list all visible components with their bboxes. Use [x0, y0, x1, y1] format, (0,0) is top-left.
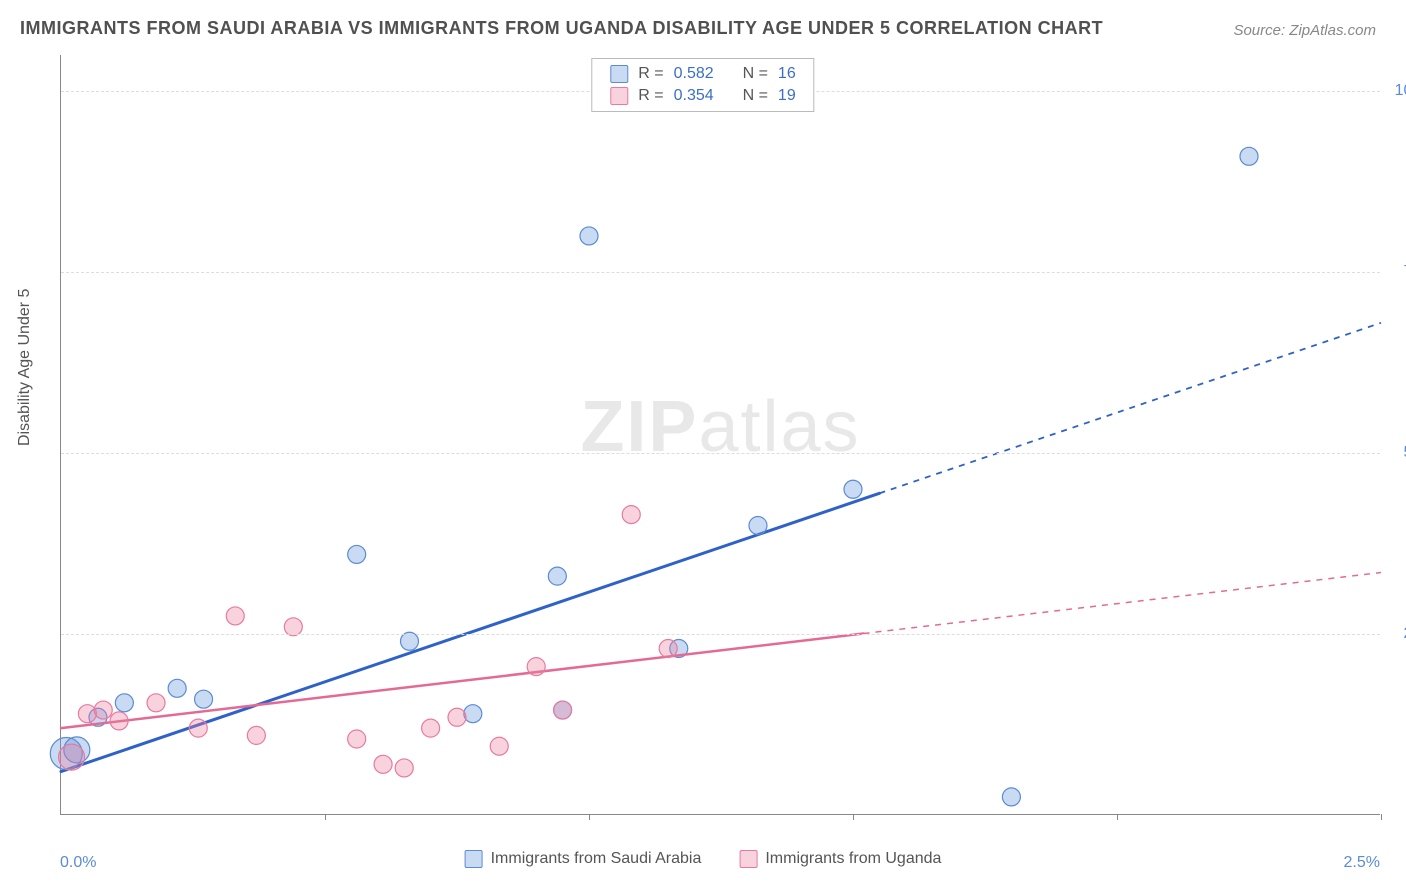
y-tick-label: 10.0% [1395, 82, 1406, 100]
data-point [348, 545, 366, 563]
data-point [422, 719, 440, 737]
data-point [168, 679, 186, 697]
data-point [464, 705, 482, 723]
swatch-blue-icon [610, 65, 628, 83]
data-point [749, 516, 767, 534]
chart-title: IMMIGRANTS FROM SAUDI ARABIA VS IMMIGRAN… [20, 18, 1103, 39]
stats-legend: R = 0.582 N = 16 R = 0.354 N = 19 [591, 58, 814, 112]
data-point [554, 701, 572, 719]
data-point [659, 640, 677, 658]
swatch-pink-icon [610, 87, 628, 105]
data-point [1240, 147, 1258, 165]
legend-item-saudi: Immigrants from Saudi Arabia [465, 850, 702, 868]
data-point [94, 701, 112, 719]
stats-row-uganda: R = 0.354 N = 19 [610, 85, 795, 107]
data-point [226, 607, 244, 625]
gridline [61, 634, 1380, 635]
data-point [448, 708, 466, 726]
regression-line [61, 493, 879, 771]
plot-svg [61, 55, 1380, 814]
chart-plot-area: ZIPatlas 2.5%5.0%7.5%10.0% [60, 55, 1380, 815]
data-point [189, 719, 207, 737]
data-point [115, 694, 133, 712]
data-point [147, 694, 165, 712]
x-axis-max-label: 2.5% [1344, 854, 1380, 872]
bottom-legend: Immigrants from Saudi Arabia Immigrants … [465, 850, 942, 868]
x-axis-min-label: 0.0% [60, 854, 96, 872]
source-label: Source: ZipAtlas.com [1233, 22, 1376, 39]
data-point [527, 658, 545, 676]
data-point [195, 690, 213, 708]
swatch-pink-icon [739, 850, 757, 868]
x-tick [589, 814, 590, 820]
gridline [61, 453, 1380, 454]
data-point [374, 755, 392, 773]
data-point [395, 759, 413, 777]
data-point [110, 712, 128, 730]
stats-row-saudi: R = 0.582 N = 16 [610, 63, 795, 85]
data-point [580, 227, 598, 245]
data-point [78, 705, 96, 723]
regression-line-dashed [879, 323, 1381, 494]
x-tick [1381, 814, 1382, 820]
data-point [548, 567, 566, 585]
data-point [844, 480, 862, 498]
data-point [348, 730, 366, 748]
legend-item-uganda: Immigrants from Uganda [739, 850, 941, 868]
y-axis-label: Disability Age Under 5 [16, 289, 34, 446]
data-point [1002, 788, 1020, 806]
x-tick [325, 814, 326, 820]
swatch-blue-icon [465, 850, 483, 868]
x-tick [853, 814, 854, 820]
data-point [490, 737, 508, 755]
data-point [247, 726, 265, 744]
gridline [61, 272, 1380, 273]
regression-line-dashed [864, 573, 1381, 634]
x-tick [1117, 814, 1118, 820]
data-point [59, 744, 85, 770]
data-point [622, 506, 640, 524]
